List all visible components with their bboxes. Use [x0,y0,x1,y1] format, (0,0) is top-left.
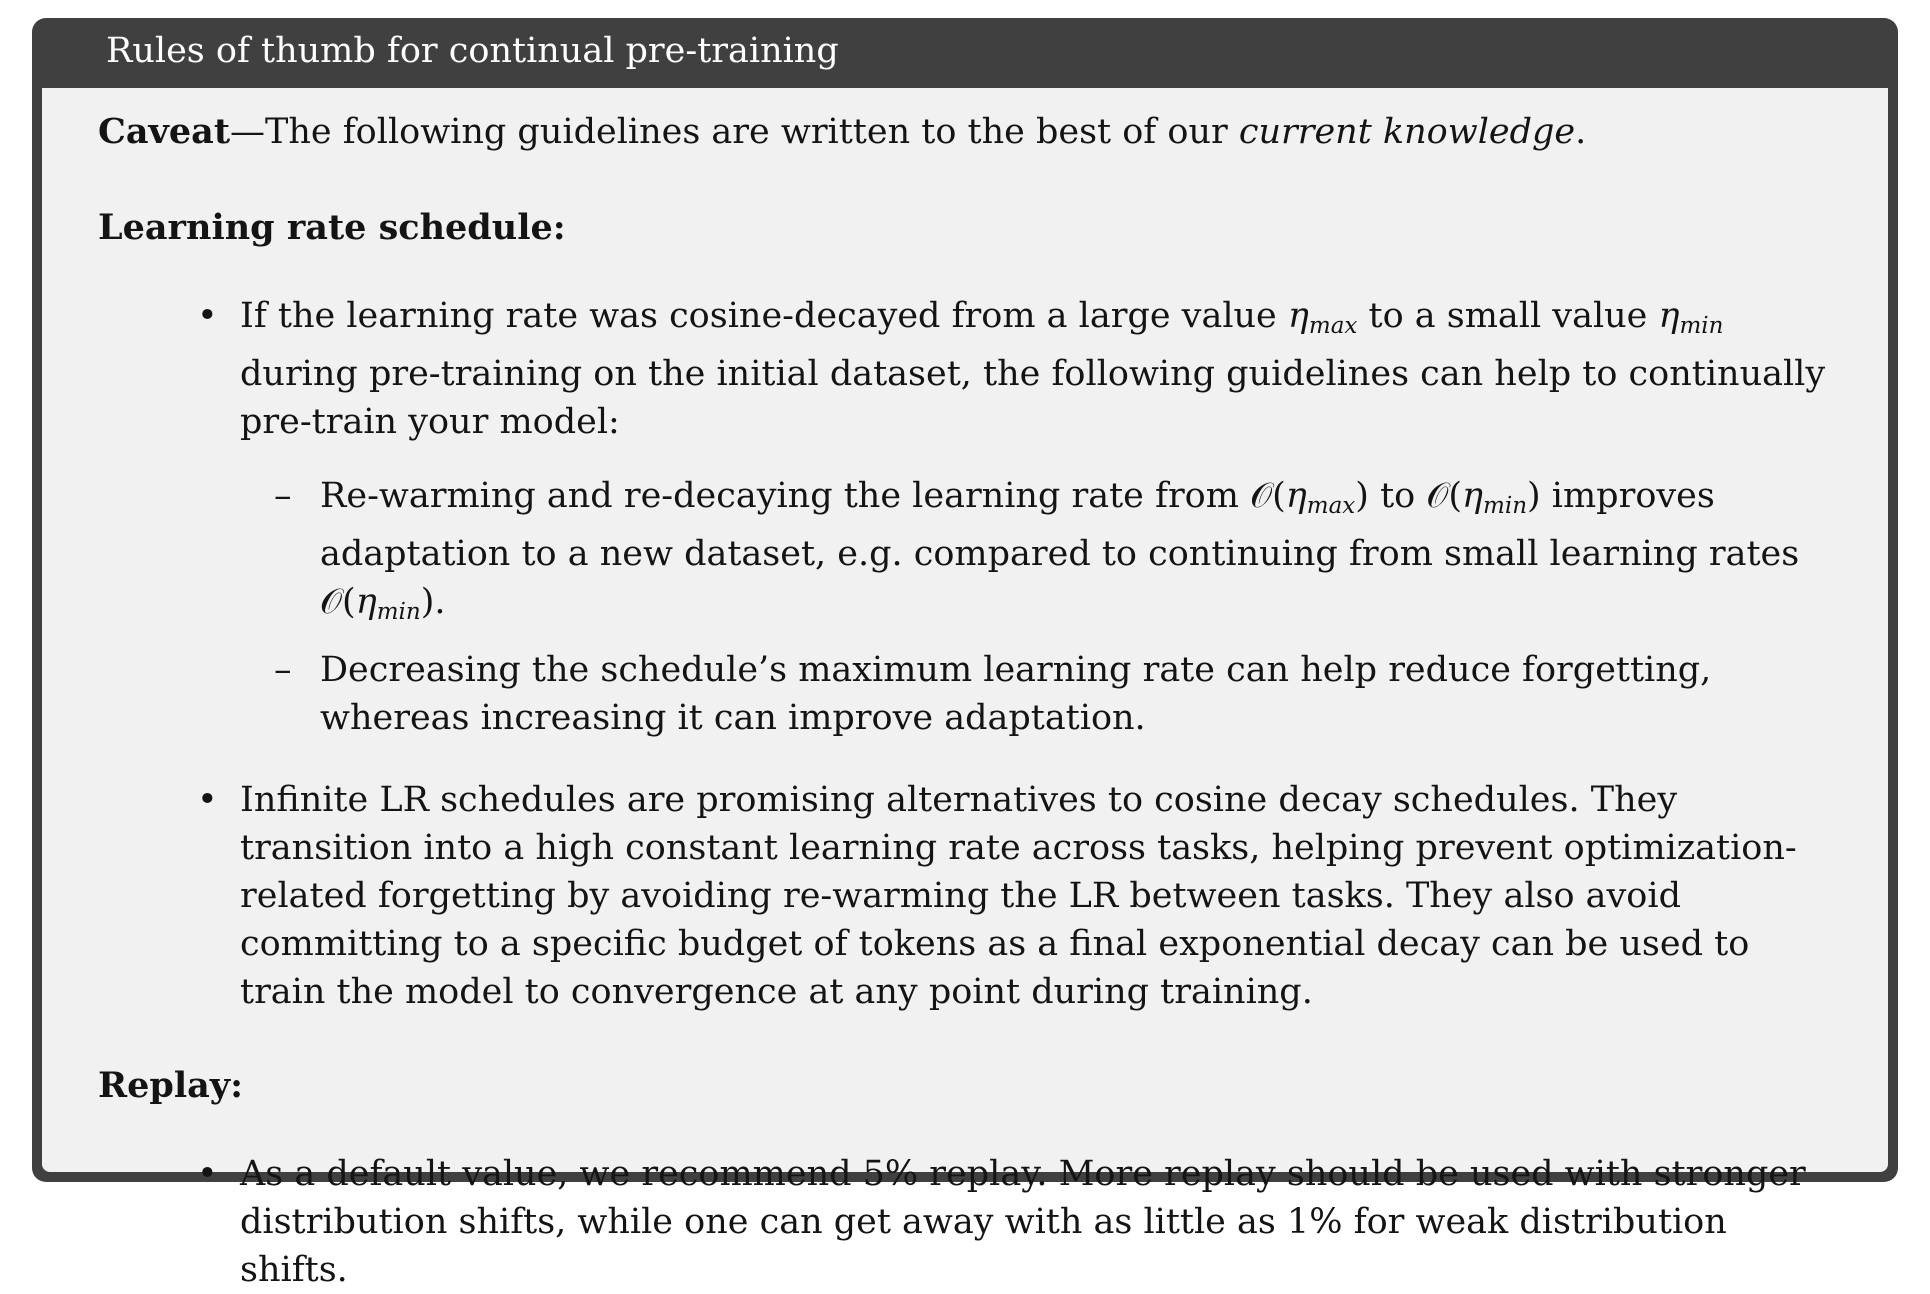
eta-glyph: η [1658,296,1680,336]
subscript-min: min [1679,313,1724,339]
sub-item-1-text-c: improves adaptation to a new dataset, e.… [320,476,1800,574]
replay-bullet-1: • As a default value, we recommend 5% re… [197,1150,1832,1294]
sub-item-1-text-a: Re-warming and re-decaying the learning … [320,476,1251,516]
lr-bullet-1-text-b: to a small value [1357,296,1659,336]
bullet-marker: • [197,780,218,820]
box-title: Rules of thumb for continual pre-trainin… [106,31,839,71]
sub-item-1-end: . [434,582,446,622]
eta-glyph: η [1287,296,1309,336]
replay-section-heading: Replay: [98,1065,244,1106]
sub-item-1-text-b: to [1368,476,1427,516]
box-body: Caveat—The following guidelines are writ… [42,88,1888,1290]
eta-glyph: η [355,582,377,622]
caveat-paragraph: Caveat—The following guidelines are writ… [98,108,1832,156]
lr-bullet-2-text: Infinite LR schedules are promising alte… [240,780,1797,1012]
big-o-open: 𝒪( [1426,476,1463,516]
lr-bullet-1: • If the learning rate was cosine-decaye… [197,292,1832,742]
lr-sub-item-2: – Decreasing the schedule’s maximum lear… [274,646,1832,742]
lr-sub-item-1: – Re-warming and re-decaying the learnin… [274,472,1832,636]
subscript-min: min [376,599,421,625]
big-o-close: ) [420,582,435,622]
lr-sub-list: – Re-warming and re-decaying the learnin… [240,472,1832,742]
caveat-end: . [1575,112,1587,152]
caveat-emphasis: current knowledge [1238,112,1576,152]
lr-bullet-2: • Infinite LR schedules are promising al… [197,776,1832,1016]
dash-marker: – [274,650,292,690]
bullet-marker: • [197,296,218,336]
sub-item-2-text: Decreasing the schedule’s maximum learni… [320,650,1712,738]
big-o-close: ) [1527,476,1541,516]
lr-bullet-list: • If the learning rate was cosine-decaye… [98,292,1832,1016]
caveat-label: Caveat [98,111,230,152]
eta-glyph: η [1285,476,1307,516]
big-o-max: 𝒪(ηmax) [1250,476,1369,519]
lr-bullet-1-text-a: If the learning rate was cosine-decayed … [240,296,1288,336]
eta-glyph: η [1462,476,1484,516]
bullet-marker: • [197,1154,218,1194]
replay-bullet-1-text: As a default value, we recommend 5% repl… [240,1154,1806,1290]
big-o-open: 𝒪( [1250,476,1286,516]
eta-min-symbol: ηmin [1658,296,1724,339]
caveat-text: —The following guidelines are written to… [230,112,1239,152]
replay-bullet-list: • As a default value, we recommend 5% re… [98,1150,1832,1294]
big-o-close: ) [1355,476,1369,516]
rules-box: Rules of thumb for continual pre-trainin… [32,18,1898,1290]
big-o-min: 𝒪(ηmin) [1426,476,1541,519]
subscript-min: min [1483,493,1528,519]
lr-bullet-1-text-c: during pre-training on the initial datas… [240,354,1826,442]
subscript-max: max [1308,313,1358,339]
big-o-min-end: 𝒪(ηmin) [320,582,435,625]
big-o-open: 𝒪( [320,582,356,622]
lr-section-heading: Learning rate schedule: [98,207,566,248]
dash-marker: – [274,476,292,516]
eta-max-symbol: ηmax [1287,296,1358,339]
subscript-max: max [1306,493,1356,519]
